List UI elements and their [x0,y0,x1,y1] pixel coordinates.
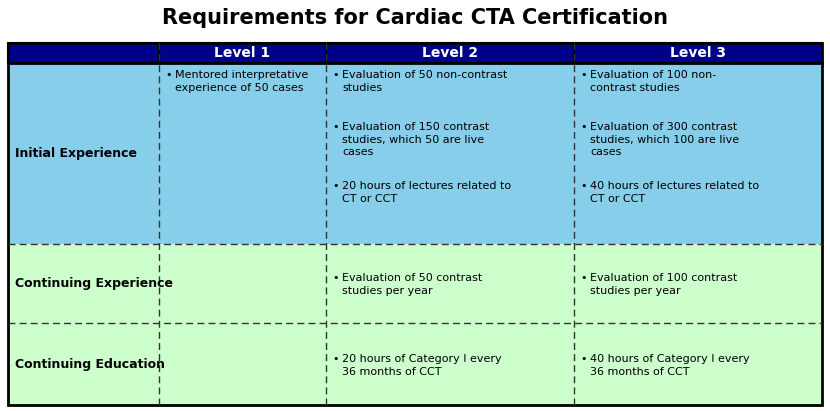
Text: Continuing Experience: Continuing Experience [15,277,173,290]
Text: •: • [332,70,339,81]
Text: •: • [580,354,587,364]
Text: Evaluation of 50 non-contrast
studies: Evaluation of 50 non-contrast studies [342,70,507,93]
Bar [159,63,325,244]
Bar [325,43,574,63]
Text: Requirements for Cardiac CTA Certification: Requirements for Cardiac CTA Certificati… [162,9,668,28]
Bar [8,244,159,323]
Text: Continuing Education: Continuing Education [15,358,165,371]
Bar [8,43,822,405]
Text: •: • [580,273,587,284]
Text: 20 hours of lectures related to
CT or CCT: 20 hours of lectures related to CT or CC… [342,181,511,204]
Text: Evaluation of 50 contrast
studies per year: Evaluation of 50 contrast studies per ye… [342,273,482,296]
Bar [159,323,325,405]
Text: Mentored interpretative
experience of 50 cases: Mentored interpretative experience of 50… [175,70,309,93]
Bar [8,43,159,63]
Text: •: • [580,70,587,81]
Text: •: • [332,122,339,132]
Text: 40 hours of Category I every
36 months of CCT: 40 hours of Category I every 36 months o… [590,354,749,376]
Bar [574,244,822,323]
Bar [574,63,822,244]
Text: Evaluation of 100 non-
contrast studies: Evaluation of 100 non- contrast studies [590,70,716,93]
Text: •: • [332,273,339,284]
Text: •: • [332,181,339,192]
Bar [325,63,574,244]
Bar [159,244,325,323]
Bar [8,63,159,244]
Text: •: • [580,181,587,192]
Text: Initial Experience: Initial Experience [15,147,137,160]
Text: Level 2: Level 2 [422,46,477,60]
Text: •: • [165,70,172,81]
Bar [325,244,574,323]
Bar [8,323,159,405]
Text: Evaluation of 100 contrast
studies per year: Evaluation of 100 contrast studies per y… [590,273,738,296]
Bar [159,43,325,63]
Text: 20 hours of Category I every
36 months of CCT: 20 hours of Category I every 36 months o… [342,354,502,376]
Bar [325,323,574,405]
Bar [574,323,822,405]
Text: Level 3: Level 3 [670,46,725,60]
Text: Evaluation of 150 contrast
studies, which 50 are live
cases: Evaluation of 150 contrast studies, whic… [342,122,490,157]
Text: Evaluation of 300 contrast
studies, which 100 are live
cases: Evaluation of 300 contrast studies, whic… [590,122,740,157]
Bar [574,43,822,63]
Text: Level 1: Level 1 [214,46,271,60]
Text: 40 hours of lectures related to
CT or CCT: 40 hours of lectures related to CT or CC… [590,181,759,204]
Text: •: • [580,122,587,132]
Text: •: • [332,354,339,364]
